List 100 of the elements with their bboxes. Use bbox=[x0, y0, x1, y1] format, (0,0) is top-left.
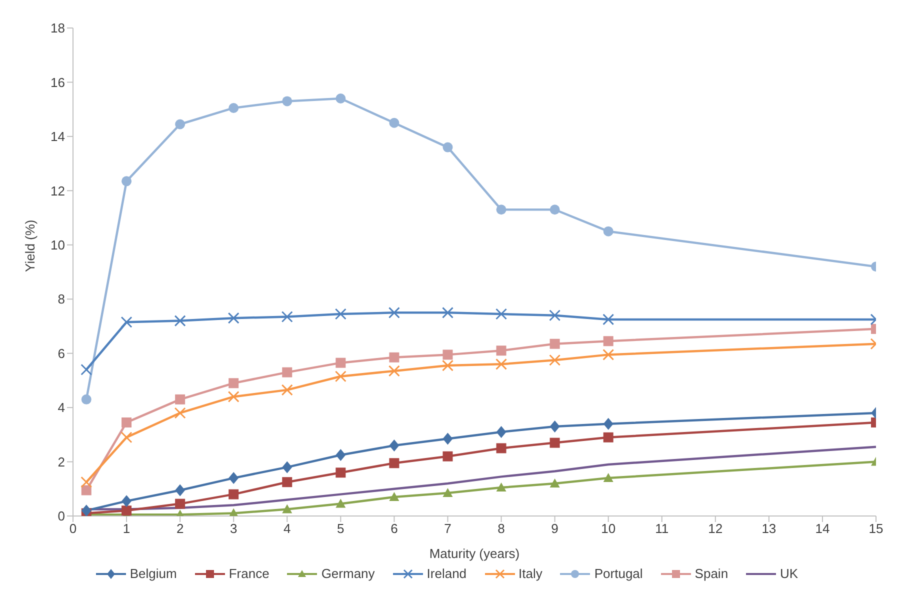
point bbox=[282, 477, 292, 488]
y-tick-label: 4 bbox=[58, 400, 65, 416]
x-tick-label: 13 bbox=[762, 521, 776, 536]
point bbox=[442, 451, 453, 462]
x-tick-label: 14 bbox=[815, 521, 830, 536]
point bbox=[388, 306, 400, 318]
point bbox=[282, 461, 292, 474]
x-tick-label: 8 bbox=[498, 521, 505, 536]
x-tick-label: 4 bbox=[284, 521, 291, 536]
y-tick-label: 2 bbox=[58, 454, 65, 470]
y-tick-label: 18 bbox=[50, 20, 65, 36]
point bbox=[120, 316, 132, 328]
x-axis-title: Maturity (years) bbox=[429, 546, 520, 561]
point bbox=[496, 204, 506, 215]
point bbox=[174, 407, 186, 419]
x-tick-label: 0 bbox=[69, 521, 77, 536]
x-tick-label: 12 bbox=[708, 521, 723, 536]
point bbox=[282, 367, 292, 378]
point bbox=[603, 336, 614, 346]
point bbox=[281, 384, 293, 396]
point bbox=[550, 338, 560, 349]
point bbox=[80, 476, 92, 488]
x-tick-label: 3 bbox=[230, 521, 238, 536]
point bbox=[174, 315, 186, 327]
y-tick-label: 0 bbox=[58, 508, 65, 524]
point bbox=[122, 417, 132, 428]
point bbox=[81, 504, 92, 516]
point bbox=[389, 352, 400, 362]
x-tick-label: 1 bbox=[122, 521, 130, 536]
point bbox=[496, 308, 508, 320]
point bbox=[336, 449, 346, 461]
point bbox=[389, 458, 400, 468]
point bbox=[282, 504, 292, 514]
y-tick-label: 6 bbox=[58, 346, 65, 361]
point bbox=[442, 142, 453, 152]
y-axis-title: Yield (%) bbox=[22, 220, 38, 272]
point bbox=[122, 506, 132, 516]
point bbox=[550, 420, 560, 433]
x-tick-label: 5 bbox=[337, 521, 344, 536]
point bbox=[122, 495, 132, 508]
point bbox=[228, 489, 239, 500]
point bbox=[603, 432, 614, 442]
x-tick-label: 2 bbox=[176, 521, 184, 536]
legend-label: Portugal bbox=[594, 566, 643, 581]
point bbox=[281, 310, 293, 322]
y-tick-label: 10 bbox=[50, 238, 65, 253]
point bbox=[603, 226, 614, 236]
legend-label: Ireland bbox=[426, 566, 467, 581]
point bbox=[336, 358, 346, 368]
point bbox=[228, 472, 239, 484]
point bbox=[81, 485, 92, 496]
point bbox=[442, 306, 454, 318]
x-tick-label: 11 bbox=[655, 521, 669, 536]
point bbox=[228, 390, 240, 402]
legend-label: UK bbox=[780, 566, 798, 581]
point bbox=[602, 314, 614, 326]
point bbox=[389, 118, 400, 128]
point bbox=[442, 360, 454, 372]
point bbox=[549, 354, 561, 366]
point bbox=[336, 468, 346, 478]
legend-label: Spain bbox=[694, 566, 728, 581]
y-tick-label: 14 bbox=[50, 129, 65, 144]
point bbox=[389, 492, 400, 502]
point bbox=[336, 93, 346, 104]
y-tick-label: 16 bbox=[50, 74, 65, 90]
point bbox=[602, 348, 614, 360]
point bbox=[603, 473, 614, 482]
point bbox=[228, 102, 239, 113]
point bbox=[550, 204, 560, 215]
point bbox=[282, 96, 292, 106]
point bbox=[228, 378, 239, 388]
point bbox=[334, 370, 346, 382]
point bbox=[175, 498, 186, 509]
x-tick-label: 7 bbox=[444, 521, 452, 536]
point bbox=[175, 119, 186, 130]
point bbox=[389, 440, 400, 452]
point bbox=[496, 482, 506, 492]
x-tick-label: 6 bbox=[390, 521, 398, 536]
point bbox=[549, 310, 561, 322]
legend-label: Italy bbox=[518, 566, 542, 581]
point bbox=[175, 484, 186, 496]
y-tick-label: 12 bbox=[50, 183, 65, 198]
point bbox=[81, 394, 92, 404]
point bbox=[550, 478, 560, 488]
legend-label: Germany bbox=[321, 566, 375, 581]
point bbox=[120, 432, 132, 444]
x-tick-label: 15 bbox=[868, 521, 884, 536]
point bbox=[550, 438, 560, 448]
point bbox=[334, 308, 346, 320]
point bbox=[603, 418, 614, 430]
point bbox=[80, 364, 92, 376]
point bbox=[228, 312, 240, 324]
point bbox=[496, 358, 508, 370]
legend-label: France bbox=[228, 566, 270, 581]
point bbox=[496, 346, 506, 356]
y-tick-label: 8 bbox=[58, 292, 65, 307]
point bbox=[442, 488, 453, 497]
x-tick-label: 9 bbox=[551, 521, 558, 536]
point bbox=[442, 432, 453, 445]
point bbox=[122, 176, 132, 186]
